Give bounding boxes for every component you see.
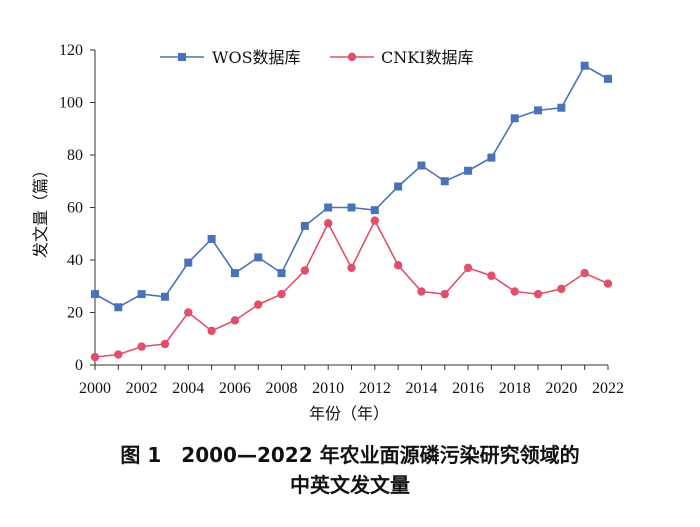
data-point-cnki [90,352,100,362]
legend-item-cnki: CNKI数据库 [330,48,474,67]
x-tick-labels: 2000 2002 2004 2006 2008 2010 2012 2014 2016 2018… [79,380,624,397]
data-point-cnki [440,289,449,299]
legend-marker-cnki [347,52,357,62]
data-point-wos [160,292,169,301]
data-point-wos [347,203,356,212]
series-cnki [90,216,613,362]
data-point-cnki [160,339,170,349]
data-point-cnki [323,219,333,228]
data-point-wos [580,61,589,70]
data-point-cnki [184,308,193,317]
data-point-wos [91,290,99,299]
legend-marker-wos [178,53,186,61]
data-point-cnki [463,263,473,273]
data-point-wos [487,153,496,162]
legend: WOS数据库 CNKI数据库 [160,48,474,67]
data-point-wos [557,103,566,112]
data-point-wos [370,206,379,215]
y-tick-label: 80 [67,147,83,164]
data-point-cnki [230,316,240,325]
legend-label-cnki: CNKI数据库 [381,48,474,67]
legend-item-wos: WOS数据库 [160,48,301,67]
x-tick-label: 2012 [359,380,391,397]
data-point-wos [394,182,403,191]
data-point-cnki [277,289,286,299]
data-point-cnki [137,342,146,351]
x-tick-label: 2002 [126,380,158,397]
y-axis-title: 发文量（篇） [31,162,50,258]
y-tick-label: 40 [67,252,83,269]
y-tick-label: 60 [67,200,83,217]
data-point-cnki [393,261,403,270]
data-point-wos [464,166,473,175]
data-point-cnki [557,284,566,294]
x-tick-label: 2008 [266,380,298,397]
x-tick-label: 2010 [312,380,344,397]
data-point-cnki [254,300,263,309]
x-tick-label: 2020 [545,380,577,397]
x-tick-label: 2022 [592,380,624,397]
data-point-cnki [347,263,356,273]
x-tick-label: 2016 [452,380,484,397]
data-point-cnki [370,216,380,225]
data-point-cnki [533,289,543,299]
data-point-cnki [580,268,589,278]
x-tick-label: 2018 [499,380,531,397]
y-tick-labels: 0 20 40 60 80 100 120 [59,42,83,374]
y-tick-label: 120 [59,42,83,59]
data-point-wos [604,74,612,83]
y-tick-label: 20 [67,305,83,322]
data-series [90,61,613,362]
data-point-cnki [417,287,426,296]
data-point-wos [137,290,146,299]
series-wos [91,61,612,312]
axes [90,49,609,370]
line-chart: 0 20 40 60 80 100 120 2000 2002 2004 2006 2008 2010… [31,42,624,423]
data-point-wos [230,269,239,278]
x-tick-label: 2004 [172,380,204,397]
x-tick-label: 2014 [405,380,437,397]
data-point-wos [254,253,263,262]
data-point-wos [114,303,123,312]
legend-label-wos: WOS数据库 [212,48,301,67]
series-line-cnki [94,218,609,358]
y-tick-label: 0 [75,357,83,374]
data-point-wos [300,221,309,230]
data-point-wos [324,203,333,212]
data-point-cnki [510,287,519,296]
data-point-wos [440,177,449,186]
data-point-wos [534,106,543,115]
data-point-wos [510,114,519,123]
x-tick-label: 2006 [219,380,251,397]
figure-caption-subtitle: 中英文发文量 [290,473,410,497]
data-point-cnki [487,271,496,280]
data-point-cnki [207,326,216,336]
data-point-cnki [300,266,310,275]
data-point-wos [184,258,193,267]
data-point-cnki [603,279,613,288]
y-tick-label: 100 [59,95,83,112]
x-axis-title: 年份（年） [309,404,389,423]
data-point-wos [277,269,286,278]
data-point-cnki [114,350,123,359]
figure-caption-title: 图 1 2000—2022 年农业面源磷污染研究领域的 [120,443,580,467]
data-point-wos [417,161,426,170]
data-point-wos [207,235,216,243]
x-tick-label: 2000 [79,380,111,397]
